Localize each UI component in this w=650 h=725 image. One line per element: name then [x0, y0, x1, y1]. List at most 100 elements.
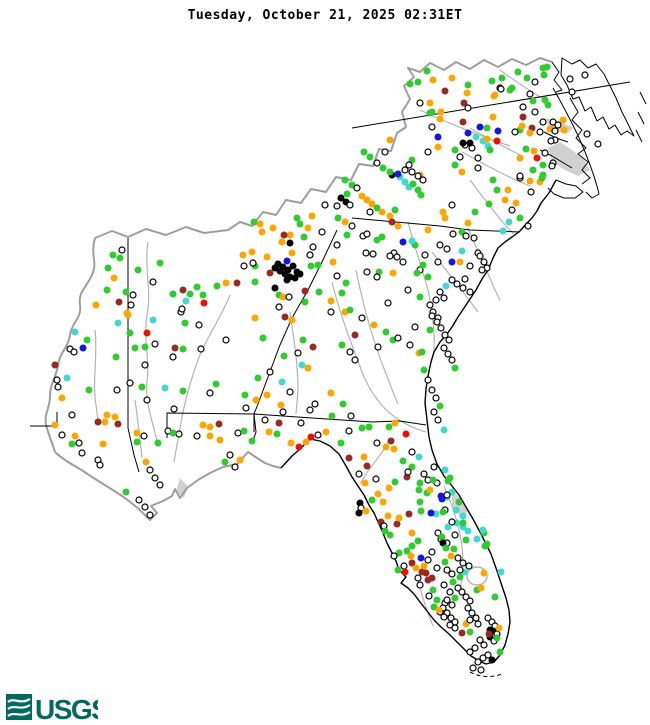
station-dot[interactable]	[412, 564, 420, 572]
station-dot[interactable]	[448, 74, 456, 82]
station-dot[interactable]	[479, 526, 487, 534]
station-dot[interactable]	[96, 461, 104, 469]
station-dot[interactable]	[480, 258, 488, 266]
station-dot[interactable]	[474, 154, 482, 162]
station-dot[interactable]	[451, 161, 459, 169]
station-dot[interactable]	[269, 224, 277, 232]
station-dot[interactable]	[523, 74, 531, 82]
station-dot[interactable]	[539, 161, 547, 169]
station-dot[interactable]	[83, 336, 91, 344]
station-dot[interactable]	[451, 364, 459, 372]
station-dot[interactable]	[193, 432, 201, 440]
station-dot[interactable]	[179, 286, 187, 294]
station-dot[interactable]	[151, 474, 159, 482]
station-dot[interactable]	[318, 228, 326, 236]
station-dot[interactable]	[498, 74, 506, 82]
station-dot[interactable]	[266, 269, 274, 277]
station-dot[interactable]	[404, 468, 412, 476]
station-dot[interactable]	[518, 122, 526, 130]
station-dot[interactable]	[181, 319, 189, 327]
station-dot[interactable]	[483, 124, 491, 132]
station-dot[interactable]	[459, 118, 467, 126]
station-dot[interactable]	[339, 400, 347, 408]
station-dot[interactable]	[279, 408, 287, 416]
station-dot[interactable]	[142, 458, 150, 466]
station-dot[interactable]	[436, 288, 444, 296]
station-dot[interactable]	[286, 388, 294, 396]
station-dot[interactable]	[471, 644, 479, 652]
station-dot[interactable]	[464, 604, 472, 612]
station-dot[interactable]	[547, 137, 555, 145]
station-dot[interactable]	[169, 290, 177, 298]
station-dot[interactable]	[476, 636, 484, 644]
station-dot[interactable]	[420, 470, 428, 478]
station-dot[interactable]	[434, 143, 442, 151]
station-dot[interactable]	[391, 419, 399, 427]
station-dot[interactable]	[417, 191, 425, 199]
station-dot[interactable]	[436, 402, 444, 410]
station-dot[interactable]	[514, 68, 522, 76]
station-dot[interactable]	[291, 274, 299, 282]
station-dot[interactable]	[446, 588, 454, 596]
station-dot[interactable]	[443, 566, 451, 574]
station-dot[interactable]	[460, 99, 468, 107]
station-dot[interactable]	[551, 127, 559, 135]
station-dot[interactable]	[345, 454, 353, 462]
station-dot[interactable]	[199, 421, 207, 429]
station-dot[interactable]	[409, 180, 417, 188]
station-dot[interactable]	[346, 306, 354, 314]
station-dot[interactable]	[384, 299, 392, 307]
station-dot[interactable]	[512, 199, 520, 207]
station-dot[interactable]	[149, 278, 157, 286]
station-dot[interactable]	[417, 554, 425, 562]
station-dot[interactable]	[465, 562, 473, 570]
station-dot[interactable]	[343, 190, 351, 198]
station-dot[interactable]	[428, 574, 436, 582]
station-dot[interactable]	[466, 648, 474, 656]
station-dot[interactable]	[440, 294, 448, 302]
station-dot[interactable]	[464, 527, 472, 535]
station-dot[interactable]	[391, 206, 399, 214]
station-dot[interactable]	[458, 168, 466, 176]
station-dot[interactable]	[456, 573, 464, 581]
station-dot[interactable]	[508, 84, 516, 92]
station-dot[interactable]	[373, 273, 381, 281]
station-dot[interactable]	[263, 253, 271, 261]
station-dot[interactable]	[426, 301, 434, 309]
station-dot[interactable]	[426, 99, 434, 107]
station-dot[interactable]	[489, 176, 497, 184]
station-dot[interactable]	[459, 519, 467, 527]
station-dot[interactable]	[384, 512, 392, 520]
station-dot[interactable]	[429, 76, 437, 84]
station-dot[interactable]	[122, 488, 130, 496]
station-dot[interactable]	[516, 154, 524, 162]
station-dot[interactable]	[123, 309, 131, 317]
station-dot[interactable]	[94, 418, 102, 426]
station-dot[interactable]	[366, 153, 374, 161]
station-dot[interactable]	[488, 77, 496, 85]
station-dot[interactable]	[489, 113, 497, 121]
station-dot[interactable]	[374, 343, 382, 351]
station-dot[interactable]	[448, 518, 456, 526]
station-dot[interactable]	[444, 350, 452, 358]
station-dot[interactable]	[266, 368, 274, 376]
station-dot[interactable]	[436, 115, 444, 123]
station-dot[interactable]	[433, 318, 441, 326]
station-dot[interactable]	[327, 297, 335, 305]
station-dot[interactable]	[334, 214, 342, 222]
station-dot[interactable]	[394, 170, 402, 178]
station-dot[interactable]	[501, 196, 509, 204]
station-dot[interactable]	[594, 140, 602, 148]
station-dot[interactable]	[286, 231, 294, 239]
station-dot[interactable]	[566, 75, 574, 83]
station-dot[interactable]	[538, 174, 546, 182]
station-dot[interactable]	[568, 88, 576, 96]
station-dot[interactable]	[533, 154, 541, 162]
station-dot[interactable]	[454, 554, 462, 562]
station-dot[interactable]	[405, 161, 413, 169]
station-dot[interactable]	[427, 509, 435, 517]
station-dot[interactable]	[296, 220, 304, 228]
station-dot[interactable]	[408, 559, 416, 567]
station-dot[interactable]	[277, 401, 285, 409]
station-dot[interactable]	[541, 149, 549, 157]
